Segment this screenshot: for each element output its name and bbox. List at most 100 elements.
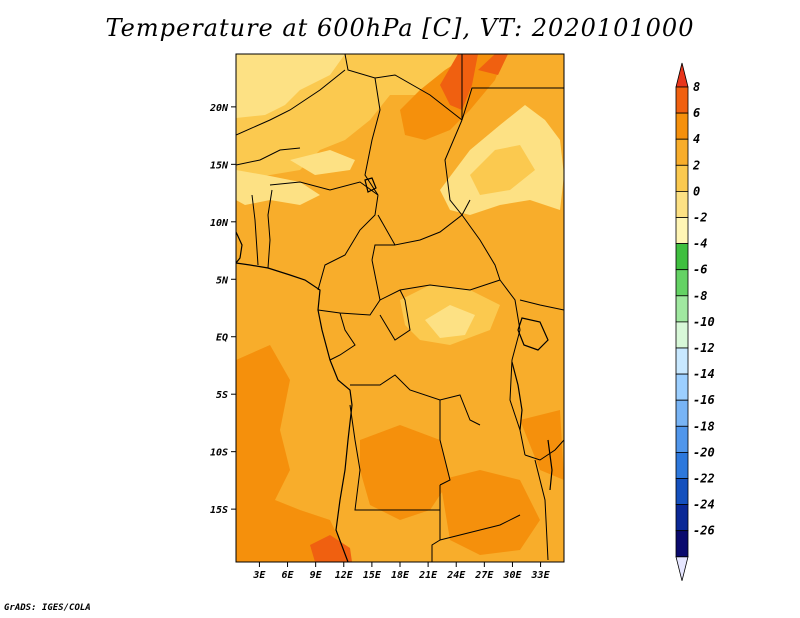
colorbar-segment (675, 530, 689, 558)
colorbar-top-triangle (675, 62, 689, 88)
colorbar-segment (675, 399, 689, 427)
colorbar-bottom-triangle (675, 556, 689, 581)
warm-area-angola (360, 425, 450, 520)
lon-tick-label: 24E (446, 570, 466, 581)
colorbar-label: -6 (693, 263, 707, 277)
border-benin-nigeria (267, 189, 273, 269)
colorbar-segment (675, 269, 689, 297)
colorbar-segment (675, 451, 689, 479)
lon-tick-label: 6E (282, 570, 295, 581)
border-tanzania (524, 439, 564, 461)
lake-victoria (517, 317, 549, 351)
lat-tick-label: 10N (210, 218, 229, 229)
border-togo (251, 194, 259, 266)
border-libya-niger (344, 54, 463, 121)
lat-tick-label: 15N (210, 160, 229, 171)
cool-band-northwest (236, 54, 345, 118)
border-angola-namibia (349, 404, 440, 511)
colorbar-label: 4 (693, 132, 700, 146)
colorbar-segment (675, 190, 689, 218)
colorbar-label: -22 (693, 472, 715, 486)
lon-tick-label: 33E (531, 570, 551, 581)
colorbar-label: 2 (692, 158, 700, 172)
grads-credit: GrADS: IGES/COLA (4, 603, 91, 613)
hot-streak-northeast-2 (478, 54, 508, 75)
warm-area-southeast (520, 410, 564, 480)
lon-tick-label: 27E (474, 570, 494, 581)
colorbar-label: -16 (693, 393, 715, 407)
border-car-sudan (461, 214, 501, 281)
lat-tick-label: 5N (216, 275, 229, 286)
lake-malawi (547, 439, 553, 491)
colorbar-label: -2 (693, 211, 707, 225)
border-cameroon-south (317, 299, 381, 316)
lat-tick-label: 15S (210, 505, 228, 516)
lat-tick-label: 20N (209, 103, 229, 114)
border-mali-niger (236, 147, 301, 166)
lon-tick-label: 18E (391, 570, 410, 581)
cool-patch-congo-inner (425, 305, 475, 338)
border-chad-car (377, 199, 471, 246)
border-angola-zambia (439, 400, 451, 486)
colorbar-segment (675, 373, 689, 401)
chart-title: Temperature at 600hPa [C], VT: 202010100… (105, 14, 695, 42)
temperature-field (236, 54, 564, 562)
colorbar-segment (675, 425, 689, 453)
lat-tick-label: 10S (210, 448, 228, 459)
colorbar-label: -26 (693, 524, 715, 538)
colorbar: 8 6 4 2 0 -2 -4 -6 -8 -10 -12 -14 -16 -18 -20 -22 -24 -26 (675, 62, 715, 581)
colorbar-segment (675, 86, 689, 114)
colorbar-label: -14 (693, 367, 715, 381)
colorbar-label: -12 (693, 341, 715, 355)
border-chad-sudan (461, 54, 564, 121)
colorbar-label: 6 (693, 106, 700, 120)
border-gabon (329, 312, 356, 361)
hot-spot-namibia (310, 535, 352, 562)
colorbar-segment (675, 138, 689, 166)
country-borders (236, 54, 564, 562)
colorbar-label: -18 (693, 419, 715, 433)
lon-tick-label: 15E (363, 570, 382, 581)
lon-tick-label: 12E (335, 570, 354, 581)
border-congo-drc (379, 289, 411, 341)
colorbar-segment (675, 164, 689, 192)
colorbar-segment (675, 243, 689, 271)
border-namibia-botswana (431, 485, 441, 562)
colorbar-label: -20 (693, 445, 715, 459)
coastline (236, 177, 553, 562)
colorbar-segment (675, 112, 689, 140)
border-cameroon-car (371, 244, 395, 261)
lat-tick-label: EQ (216, 333, 228, 344)
border-nigeria-cameroon (317, 194, 379, 291)
colorbar-segment (675, 504, 689, 532)
colorbar-segment (675, 321, 689, 349)
lon-tick-label: 3E (252, 570, 266, 581)
border-drc-angola (350, 374, 481, 426)
colorbar-label: 8 (693, 80, 700, 94)
cool-patch-northeast-inner (470, 145, 535, 195)
coastline-west-edge (236, 231, 243, 264)
lat-tick-label: 5S (216, 390, 228, 401)
lon-tick-label: 9E (310, 570, 323, 581)
border-niger-chad (364, 77, 381, 196)
lon-tick-label: 21E (418, 570, 438, 581)
coastline-west-africa (236, 262, 353, 562)
lake-chad (364, 177, 377, 193)
colorbar-segment (675, 217, 689, 245)
colorbar-label: 0 (693, 184, 700, 198)
warm-area-southwest (236, 345, 350, 562)
lon-tick-label: 30E (502, 570, 522, 581)
latitude-axis: 20N 15N 10N 5N EQ 5S 10S 15S (209, 103, 236, 516)
cool-patch-west (236, 170, 320, 205)
lake-tanganyika (511, 361, 523, 431)
border-car-drc (371, 259, 501, 301)
colorbar-segment (675, 478, 689, 506)
border-zambia-zimbabwe (439, 514, 521, 541)
border-algeria-niger (236, 69, 346, 136)
colorbar-label: -10 (693, 315, 715, 329)
border-sudan-chad (444, 119, 463, 216)
longitude-axis: 3E 6E 9E 12E 15E 18E 21E 24E 27E 30E 33E (252, 562, 551, 581)
colorbar-segment (675, 295, 689, 323)
colorbar-label: -4 (693, 237, 707, 251)
